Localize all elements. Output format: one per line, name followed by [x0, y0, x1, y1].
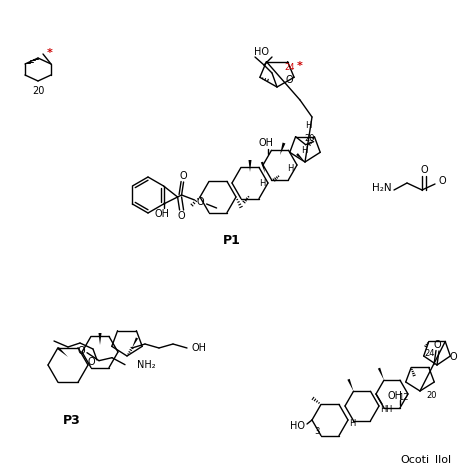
- Text: HO: HO: [291, 421, 306, 431]
- Polygon shape: [57, 347, 68, 357]
- Text: OH: OH: [154, 209, 169, 219]
- Text: H: H: [385, 405, 391, 414]
- Text: Ocoti: Ocoti: [401, 455, 429, 465]
- Text: 20: 20: [427, 392, 437, 401]
- Polygon shape: [280, 143, 285, 155]
- Polygon shape: [132, 337, 138, 348]
- Text: O: O: [449, 352, 457, 362]
- Text: OH: OH: [191, 343, 207, 353]
- Text: H: H: [349, 419, 355, 428]
- Text: H: H: [259, 179, 265, 188]
- Text: O: O: [285, 75, 293, 85]
- Text: *: *: [47, 48, 53, 58]
- Text: OH: OH: [258, 138, 273, 148]
- Text: H: H: [301, 146, 308, 155]
- Text: O: O: [438, 176, 446, 186]
- Text: 24: 24: [284, 63, 295, 72]
- Text: H: H: [305, 120, 311, 129]
- Text: P3: P3: [63, 413, 81, 427]
- Polygon shape: [248, 160, 252, 172]
- Text: OH: OH: [388, 391, 402, 401]
- Text: 12: 12: [398, 393, 408, 402]
- Text: O: O: [87, 357, 95, 367]
- Text: P1: P1: [223, 234, 241, 246]
- Text: 3: 3: [314, 428, 319, 437]
- Text: O: O: [420, 165, 428, 175]
- Text: llol: llol: [435, 455, 451, 465]
- Text: H: H: [287, 164, 293, 173]
- Text: O: O: [77, 346, 85, 356]
- Polygon shape: [347, 379, 354, 391]
- Polygon shape: [378, 368, 384, 380]
- Polygon shape: [99, 333, 101, 345]
- Text: 20: 20: [305, 134, 315, 143]
- Text: O: O: [180, 171, 187, 181]
- Text: 24: 24: [424, 348, 435, 357]
- Text: H₂N: H₂N: [372, 183, 392, 193]
- Text: NH₂: NH₂: [137, 360, 155, 370]
- Text: O: O: [197, 197, 204, 207]
- Polygon shape: [296, 153, 305, 162]
- Text: H: H: [380, 404, 386, 413]
- Text: O: O: [433, 340, 441, 350]
- Text: *: *: [297, 61, 302, 71]
- Text: 20: 20: [32, 86, 44, 96]
- Polygon shape: [261, 162, 265, 173]
- Text: O: O: [178, 211, 185, 221]
- Text: HO: HO: [255, 47, 270, 57]
